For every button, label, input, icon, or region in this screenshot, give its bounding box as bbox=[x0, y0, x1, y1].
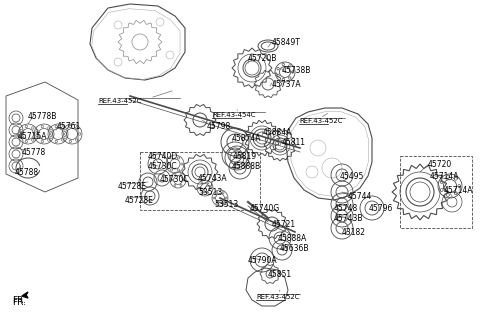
Text: 45721: 45721 bbox=[272, 220, 296, 229]
Text: 45798: 45798 bbox=[207, 122, 231, 131]
Text: 45728E: 45728E bbox=[125, 196, 154, 205]
Text: 45874A: 45874A bbox=[232, 134, 262, 143]
Text: 45730C: 45730C bbox=[160, 175, 190, 184]
Text: 45778: 45778 bbox=[22, 148, 46, 157]
Text: 45740G: 45740G bbox=[250, 204, 280, 213]
Text: REF.43-452C: REF.43-452C bbox=[256, 294, 300, 300]
Text: 45728E: 45728E bbox=[118, 182, 147, 191]
Text: 45819: 45819 bbox=[233, 152, 257, 161]
Text: 45715A: 45715A bbox=[18, 132, 48, 141]
Text: 45737A: 45737A bbox=[272, 80, 301, 89]
Text: 45714A: 45714A bbox=[444, 186, 473, 195]
Text: 45748: 45748 bbox=[334, 204, 358, 213]
Bar bbox=[140, 152, 260, 210]
Text: 45811: 45811 bbox=[282, 138, 306, 147]
Bar bbox=[400, 156, 472, 228]
Text: 45720: 45720 bbox=[428, 160, 452, 169]
Text: 45849T: 45849T bbox=[272, 38, 301, 47]
Text: 45884A: 45884A bbox=[263, 128, 292, 137]
Text: 45788: 45788 bbox=[15, 168, 39, 177]
Text: 53513: 53513 bbox=[214, 200, 238, 209]
Text: FR.: FR. bbox=[12, 296, 26, 305]
Text: 45740D: 45740D bbox=[148, 152, 178, 161]
Text: 45714A: 45714A bbox=[430, 172, 459, 181]
Text: 45888A: 45888A bbox=[278, 234, 307, 243]
Text: 45738B: 45738B bbox=[282, 66, 312, 75]
Text: 45790A: 45790A bbox=[248, 256, 277, 265]
Text: 45743B: 45743B bbox=[334, 214, 363, 223]
Text: 45720B: 45720B bbox=[248, 54, 277, 63]
Text: 45778B: 45778B bbox=[28, 112, 58, 121]
Text: 45744: 45744 bbox=[348, 192, 372, 201]
Text: 45796: 45796 bbox=[369, 204, 394, 213]
Text: REF.43-454C: REF.43-454C bbox=[212, 112, 255, 118]
Text: REF.43-452C: REF.43-452C bbox=[98, 98, 142, 104]
Text: 43182: 43182 bbox=[342, 228, 366, 237]
Text: 45851: 45851 bbox=[268, 270, 292, 279]
Text: 45730C: 45730C bbox=[148, 162, 178, 171]
Polygon shape bbox=[22, 292, 28, 298]
Text: 45495: 45495 bbox=[340, 172, 364, 181]
Text: REF.43-452C: REF.43-452C bbox=[299, 118, 343, 124]
Text: 45743A: 45743A bbox=[198, 174, 228, 183]
Text: 53513: 53513 bbox=[198, 188, 222, 197]
Text: 45761: 45761 bbox=[57, 122, 81, 131]
Text: FR.: FR. bbox=[12, 298, 26, 307]
Text: 45636B: 45636B bbox=[280, 244, 310, 253]
Text: 45888B: 45888B bbox=[232, 162, 261, 171]
